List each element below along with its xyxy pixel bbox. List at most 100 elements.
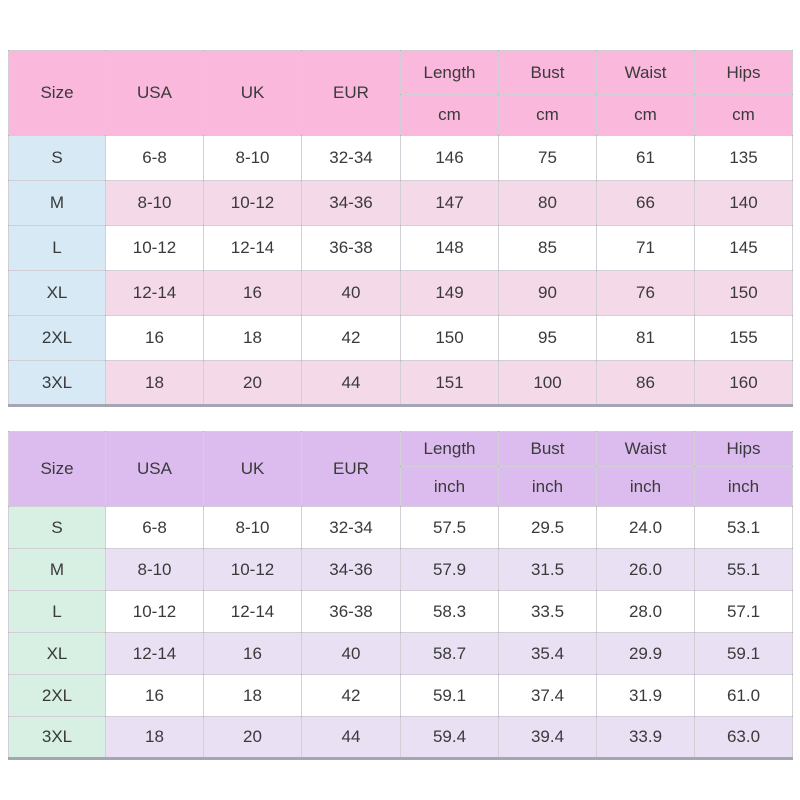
measurement-cell: 18	[105, 716, 204, 759]
measurement-cell: 12-14	[203, 590, 302, 633]
measurement-cell: 10-12	[105, 225, 204, 271]
table-row: M 8-10 10-12 34-36 147 80 66 140	[8, 180, 793, 226]
unit-cell: inch	[596, 466, 695, 507]
measurement-cell: 8-10	[203, 135, 302, 181]
measurement-cell: 33.5	[498, 590, 597, 633]
measurement-cell: 35.4	[498, 632, 597, 675]
measurement-cell: 29.9	[596, 632, 695, 675]
measurement-cell: 20	[203, 360, 302, 406]
measurement-cell: 36-38	[301, 590, 401, 633]
table-row: 3XL 18 20 44 59.4 39.4 33.9 63.0	[8, 716, 793, 759]
row-size-label: 2XL	[8, 315, 106, 361]
header-row: Size USA UK EUR Length Bust Waist Hips	[8, 50, 793, 136]
measurement-cell: 71	[596, 225, 695, 271]
row-size-label: S	[8, 135, 106, 181]
row-size-label: M	[8, 548, 106, 591]
unit-cell: cm	[498, 94, 597, 136]
measurement-cell: 66	[596, 180, 695, 226]
measurement-cell: 81	[596, 315, 695, 361]
measurement-cell: 100	[498, 360, 597, 406]
row-size-label: 3XL	[8, 360, 106, 406]
measurement-cell: 151	[400, 360, 499, 406]
row-size-label: S	[8, 506, 106, 549]
measurement-cell: 42	[301, 315, 401, 361]
column-header-size: Size	[8, 431, 106, 507]
table-row: S 6-8 8-10 32-34 57.5 29.5 24.0 53.1	[8, 506, 793, 549]
measurement-cell: 160	[694, 360, 793, 406]
measurement-cell: 18	[203, 315, 302, 361]
table-row: XL 12-14 16 40 58.7 35.4 29.9 59.1	[8, 632, 793, 675]
measurement-cell: 145	[694, 225, 793, 271]
measurement-cell: 55.1	[694, 548, 793, 591]
measurement-cell: 135	[694, 135, 793, 181]
row-size-label: L	[8, 225, 106, 271]
header-row: Size USA UK EUR Length Bust Waist Hips	[8, 431, 793, 507]
row-size-label: XL	[8, 632, 106, 675]
measurement-cell: 150	[694, 270, 793, 316]
column-header-size: Size	[8, 50, 106, 136]
measurement-cell: 26.0	[596, 548, 695, 591]
table-row: L 10-12 12-14 36-38 148 85 71 145	[8, 225, 793, 271]
column-header-bust: Bust	[498, 50, 597, 95]
measurement-cell: 29.5	[498, 506, 597, 549]
unit-cell: inch	[498, 466, 597, 507]
measurement-cell: 34-36	[301, 180, 401, 226]
measurement-cell: 16	[105, 315, 204, 361]
measurement-cell: 85	[498, 225, 597, 271]
measurement-cell: 16	[203, 270, 302, 316]
measurement-cell: 140	[694, 180, 793, 226]
row-size-label: M	[8, 180, 106, 226]
measurement-cell: 31.9	[596, 674, 695, 717]
column-header-waist: Waist	[596, 50, 695, 95]
measurement-cell: 147	[400, 180, 499, 226]
unit-cell: inch	[694, 466, 793, 507]
measurement-cell: 76	[596, 270, 695, 316]
measurement-cell: 58.3	[400, 590, 499, 633]
unit-cell: cm	[694, 94, 793, 136]
measurement-cell: 16	[105, 674, 204, 717]
measurement-cell: 148	[400, 225, 499, 271]
measurement-cell: 8-10	[203, 506, 302, 549]
column-header-waist: Waist	[596, 431, 695, 467]
row-size-label: 2XL	[8, 674, 106, 717]
unit-cell: cm	[596, 94, 695, 136]
measurement-cell: 61	[596, 135, 695, 181]
measurement-cell: 95	[498, 315, 597, 361]
measurement-cell: 63.0	[694, 716, 793, 759]
column-header-length: Length	[400, 431, 499, 467]
measurement-cell: 8-10	[105, 180, 204, 226]
measurement-cell: 57.1	[694, 590, 793, 633]
row-size-label: 3XL	[8, 716, 106, 759]
measurement-cell: 20	[203, 716, 302, 759]
size-chart-table-cm: Size USA UK EUR Length Bust Waist Hips c…	[8, 50, 793, 407]
measurement-cell: 32-34	[301, 506, 401, 549]
measurement-cell: 12-14	[105, 632, 204, 675]
measurement-cell: 10-12	[203, 180, 302, 226]
table-row: M 8-10 10-12 34-36 57.9 31.5 26.0 55.1	[8, 548, 793, 591]
measurement-cell: 6-8	[105, 506, 204, 549]
column-header-bust: Bust	[498, 431, 597, 467]
table-row: XL 12-14 16 40 149 90 76 150	[8, 270, 793, 316]
measurement-cell: 146	[400, 135, 499, 181]
column-header-uk: UK	[203, 431, 302, 507]
measurement-cell: 59.4	[400, 716, 499, 759]
measurement-cell: 44	[301, 716, 401, 759]
column-header-eur: EUR	[301, 50, 401, 136]
unit-cell: inch	[400, 466, 499, 507]
measurement-cell: 37.4	[498, 674, 597, 717]
measurement-cell: 58.7	[400, 632, 499, 675]
column-header-usa: USA	[105, 431, 204, 507]
measurement-cell: 57.5	[400, 506, 499, 549]
unit-cell: cm	[400, 94, 499, 136]
row-size-label: XL	[8, 270, 106, 316]
measurement-cell: 39.4	[498, 716, 597, 759]
table-row: 2XL 16 18 42 59.1 37.4 31.9 61.0	[8, 674, 793, 717]
measurement-cell: 59.1	[694, 632, 793, 675]
measurement-cell: 12-14	[203, 225, 302, 271]
measurement-cell: 42	[301, 674, 401, 717]
size-chart-table-inch: Size USA UK EUR Length Bust Waist Hips i…	[8, 431, 793, 760]
measurement-cell: 12-14	[105, 270, 204, 316]
measurement-cell: 24.0	[596, 506, 695, 549]
measurement-cell: 44	[301, 360, 401, 406]
measurement-cell: 57.9	[400, 548, 499, 591]
